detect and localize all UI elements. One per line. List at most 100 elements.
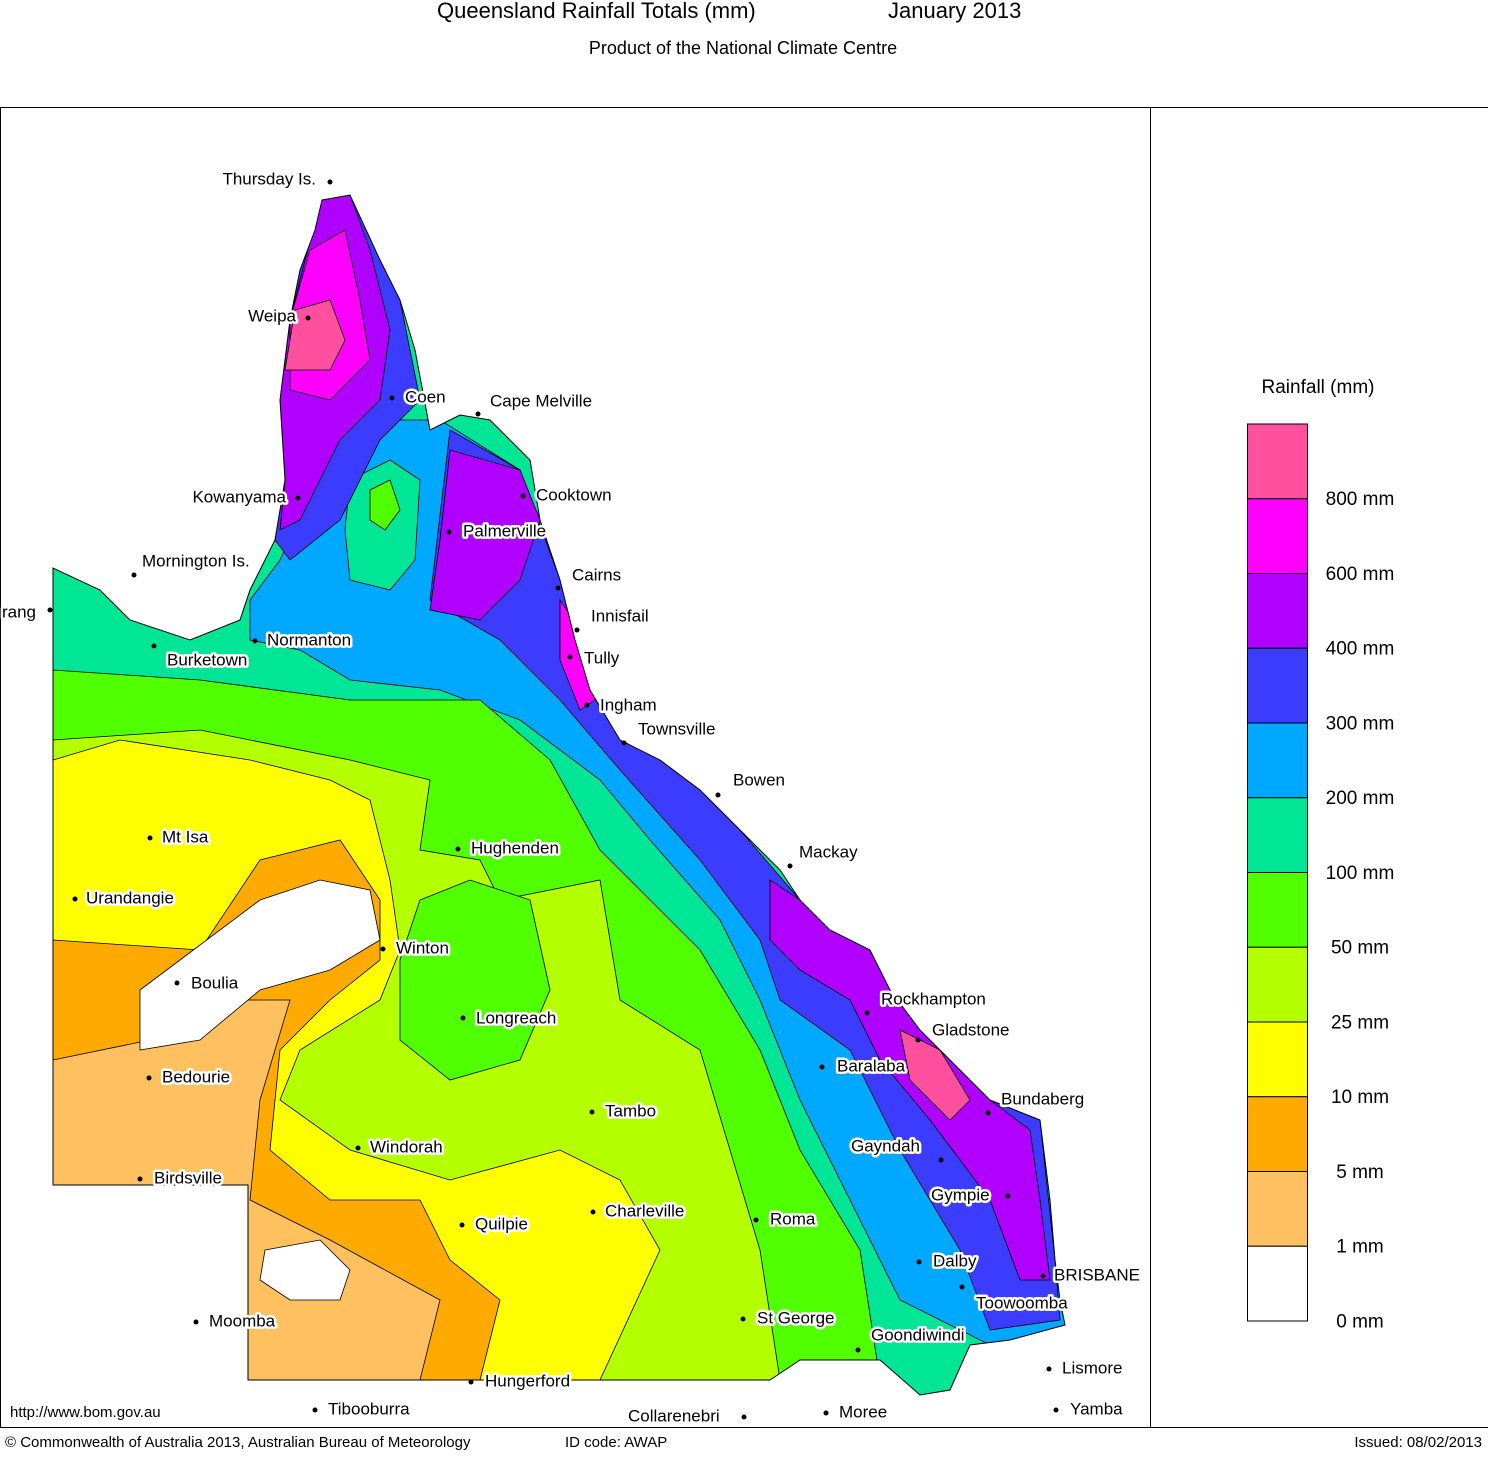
- town-label: Ingham: [600, 695, 657, 714]
- town-dot: [306, 316, 311, 321]
- town-dot: [741, 1317, 746, 1322]
- town-dot: [590, 1110, 595, 1115]
- town-dot: [716, 793, 721, 798]
- town-dot: [1047, 1367, 1052, 1372]
- town-dot: [742, 1415, 747, 1420]
- town-dot: [960, 1285, 965, 1290]
- legend-title: Rainfall (mm): [1262, 377, 1375, 398]
- town-dot: [147, 1076, 152, 1081]
- town-label: Birdsville: [154, 1168, 222, 1187]
- town-dot: [48, 608, 53, 613]
- town-dot: [148, 836, 153, 841]
- town-dot: [461, 1016, 466, 1021]
- town-label: Longreach: [476, 1008, 556, 1027]
- footer-id: ID code: AWAP: [565, 1434, 667, 1451]
- legend-label: 0 mm: [1336, 1311, 1384, 1332]
- legend-swatch: [1248, 1246, 1308, 1321]
- town-label: Thursday Is.: [222, 169, 316, 188]
- town-label: Gympie: [931, 1185, 990, 1204]
- legend-label: 800 mm: [1326, 489, 1395, 510]
- town-dot: [132, 573, 137, 578]
- town-label: Tambo: [605, 1101, 656, 1120]
- legend-label: 100 mm: [1326, 863, 1395, 884]
- town-label: Quilpie: [475, 1214, 528, 1233]
- town-dot: [476, 412, 481, 417]
- town-dot: [591, 1210, 596, 1215]
- legend-swatch: [1248, 424, 1308, 499]
- town-dot: [356, 1146, 361, 1151]
- legend-frame: [1151, 108, 1488, 1428]
- town-label: Coen: [405, 387, 446, 406]
- town-label: St George: [757, 1308, 835, 1327]
- town-dot: [138, 1177, 143, 1182]
- town-label: Cairns: [572, 565, 621, 584]
- town-label: Boulia: [191, 973, 239, 992]
- town-label: Hungerford: [485, 1371, 570, 1390]
- town-dot: [622, 741, 627, 746]
- town-dot: [585, 703, 590, 708]
- footer-copyright: © Commonwealth of Australia 2013, Austra…: [5, 1434, 471, 1451]
- town-dot: [313, 1408, 318, 1413]
- town-dot: [469, 1380, 474, 1385]
- town-dot: [447, 530, 452, 535]
- town-label: Cooktown: [536, 485, 612, 504]
- town-label: Normanton: [267, 630, 351, 649]
- town-label: Burketown: [167, 650, 247, 669]
- legend-label: 1 mm: [1336, 1237, 1384, 1258]
- town-label: Gayndah: [851, 1136, 920, 1155]
- town-dot: [73, 897, 78, 902]
- town-dot: [939, 1158, 944, 1163]
- legend-swatch: [1248, 947, 1308, 1022]
- town-label: Moomba: [209, 1311, 276, 1330]
- map-area: [53, 195, 1070, 1395]
- town-label: rang: [2, 602, 36, 621]
- map-title: Queensland Rainfall Totals (mm): [437, 0, 756, 23]
- town-label: Hughenden: [471, 838, 559, 857]
- town-dot: [575, 628, 580, 633]
- town-label: BRISBANE: [1054, 1265, 1140, 1284]
- town-dot: [1006, 1194, 1011, 1199]
- town-label: Goondiwindi: [871, 1325, 965, 1344]
- town-label: Townsville: [638, 719, 715, 738]
- town-dot: [194, 1320, 199, 1325]
- town-label: Roma: [770, 1209, 816, 1228]
- town-dot: [253, 639, 258, 644]
- rain-bands: [53, 195, 1070, 1395]
- town-label: Yamba: [1070, 1399, 1123, 1418]
- town-dot: [820, 1065, 825, 1070]
- legend-label: 25 mm: [1331, 1012, 1389, 1033]
- town-dot: [556, 586, 561, 591]
- town-dot: [460, 1223, 465, 1228]
- town-dot: [788, 864, 793, 869]
- town-label: Baralaba: [837, 1056, 906, 1075]
- town-label: Rockhampton: [881, 989, 986, 1008]
- town-label: Dalby: [933, 1251, 977, 1270]
- town-dot: [916, 1038, 921, 1043]
- town-label: Tibooburra: [328, 1399, 410, 1418]
- town-label: Palmerville: [463, 521, 546, 540]
- town-dot: [296, 496, 301, 501]
- town-dot: [824, 1411, 829, 1416]
- map-subtitle: Product of the National Climate Centre: [589, 38, 897, 58]
- legend-label: 5 mm: [1336, 1162, 1384, 1183]
- town-dot: [152, 644, 157, 649]
- town-label: Gladstone: [932, 1020, 1010, 1039]
- legend-label: 10 mm: [1331, 1087, 1389, 1108]
- town-dot: [754, 1218, 759, 1223]
- town-dot: [1041, 1274, 1046, 1279]
- legend-swatch: [1248, 574, 1308, 649]
- town-dot: [568, 655, 573, 660]
- legend-label: 400 mm: [1326, 639, 1395, 660]
- legend-swatch: [1248, 648, 1308, 723]
- town-dot: [986, 1111, 991, 1116]
- town-label: Windorah: [370, 1137, 443, 1156]
- legend-swatch: [1248, 1097, 1308, 1172]
- town-dot: [521, 494, 526, 499]
- town-label: Bundaberg: [1001, 1089, 1084, 1108]
- town-dot: [175, 981, 180, 986]
- town-label: Toowoomba: [976, 1293, 1068, 1312]
- legend-swatch: [1248, 798, 1308, 873]
- town-label: Tully: [584, 648, 620, 667]
- town-label: Mackay: [799, 842, 858, 861]
